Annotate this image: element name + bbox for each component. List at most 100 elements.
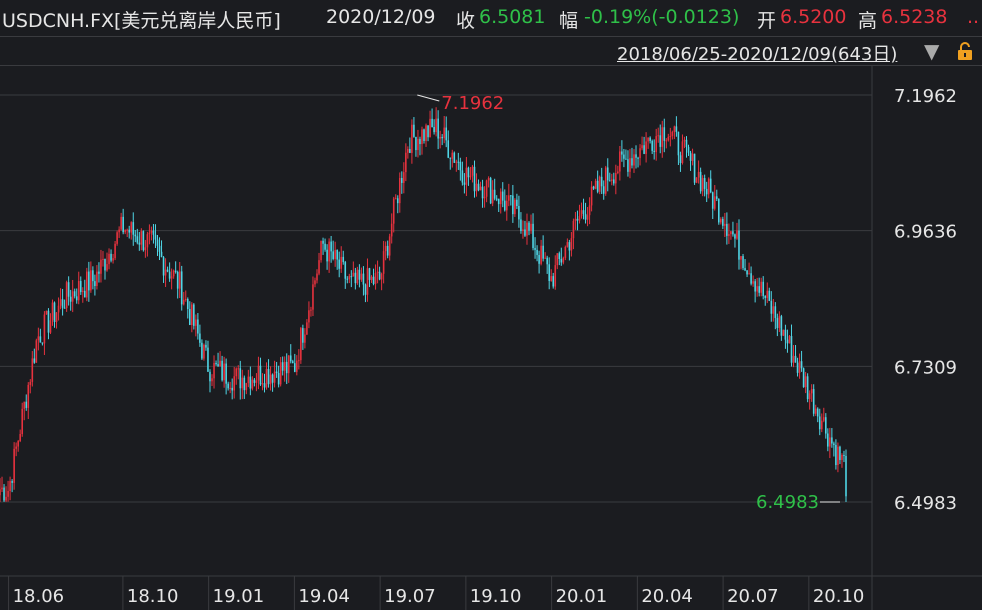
candle-body — [168, 271, 171, 279]
candle-body — [332, 251, 334, 259]
candle-body — [772, 306, 775, 314]
date-range-selector[interactable]: 2018/06/25-2020/12/09(643日) — [617, 44, 898, 65]
candle-body — [564, 246, 567, 258]
candle-body — [92, 270, 94, 282]
candle-body — [429, 118, 431, 138]
close-value: 6.5081 — [479, 6, 546, 28]
candle-body — [380, 273, 383, 280]
candle-body — [374, 273, 377, 284]
candle-body — [524, 229, 526, 236]
candle-body — [178, 271, 181, 289]
candle-body — [792, 355, 795, 363]
candle-body — [360, 273, 363, 280]
candle-body — [451, 152, 454, 159]
candle-body — [661, 127, 664, 147]
candle-body — [717, 198, 720, 223]
candle-body — [495, 198, 498, 200]
candle-body — [386, 245, 389, 256]
more-indicator[interactable]: .. — [967, 6, 980, 28]
candle-body — [5, 496, 7, 501]
candle-body — [538, 254, 540, 264]
candle-body — [94, 281, 96, 287]
open-label: 开 — [757, 10, 777, 32]
candle-body — [116, 232, 118, 244]
candle-body — [134, 234, 137, 237]
candle-body — [411, 124, 413, 153]
y-axis: 7.1962 6.9636 6.7309 6.4983 — [894, 86, 957, 514]
candle-body — [316, 273, 318, 281]
candle-body — [647, 137, 649, 142]
candle-body — [421, 129, 423, 145]
y-tick-label: 6.9636 — [894, 222, 957, 243]
candle-body — [526, 222, 528, 236]
candle-body — [106, 264, 108, 271]
candle-body — [469, 175, 472, 178]
candle-body — [726, 223, 728, 236]
candle-body — [235, 368, 238, 377]
candle-body — [281, 362, 284, 371]
candle-body — [403, 172, 405, 183]
candle-body — [251, 379, 254, 389]
candle-body — [570, 238, 573, 251]
candle-body — [59, 299, 62, 306]
dropdown-arrow-icon[interactable]: ▼ — [924, 39, 940, 63]
candle-body — [366, 268, 369, 295]
candle-body — [162, 257, 165, 276]
candle-body — [334, 249, 336, 259]
candle-body — [37, 336, 40, 341]
candle-body — [499, 191, 502, 205]
candle-body — [831, 437, 833, 444]
candle-body — [409, 149, 411, 153]
range-bar: 2018/06/25-2020/12/09(643日) ▼ — [0, 37, 982, 66]
candle-body — [536, 249, 538, 255]
candle-body — [732, 231, 734, 235]
candle-body — [322, 240, 324, 244]
candle-body — [540, 245, 542, 264]
candle-body — [13, 448, 15, 483]
candle-body — [326, 249, 328, 262]
candle-body — [102, 259, 104, 261]
candle-body — [330, 241, 332, 252]
lock-icon[interactable] — [955, 41, 975, 61]
candle-body — [588, 205, 591, 216]
candle-body — [130, 222, 133, 233]
candle-body — [340, 256, 343, 269]
candle-body — [291, 361, 294, 364]
symbol-title[interactable]: USDCNH.FX[美元兑离岸人民币] — [2, 10, 281, 32]
candle-body — [808, 393, 811, 400]
candle-body — [217, 364, 219, 367]
candle-body — [516, 199, 518, 206]
candle-body — [259, 365, 262, 385]
candle-body — [770, 300, 773, 314]
candle-body — [835, 444, 837, 466]
candle-body — [600, 176, 603, 187]
grid-lines — [0, 66, 982, 610]
candle-body — [615, 172, 617, 184]
candle-body — [118, 229, 120, 233]
candle-body — [277, 372, 280, 385]
candle-body — [328, 241, 330, 262]
candle-body — [25, 401, 28, 408]
candle-body — [67, 282, 70, 297]
candle-body — [673, 126, 676, 132]
candle-body — [356, 269, 359, 284]
candle-body — [390, 223, 393, 237]
candle-body — [191, 304, 193, 326]
candle-body — [459, 161, 462, 171]
max-label: 7.1962 — [441, 93, 504, 114]
open-value: 6.5200 — [780, 6, 847, 28]
candle-body — [160, 251, 163, 258]
candle-body — [546, 257, 548, 265]
candle-body — [467, 167, 470, 178]
candle-body — [841, 454, 843, 461]
candle-body — [685, 139, 688, 147]
candle-body — [128, 229, 131, 233]
price-chart[interactable]: 7.1962 6.9636 6.7309 6.4983 18.06 18.10 19.01… — [0, 66, 982, 610]
candle-body — [124, 230, 126, 233]
max-arrow — [417, 94, 440, 102]
candle-body — [687, 146, 690, 153]
candle-body — [738, 230, 740, 260]
candle-body — [364, 284, 367, 295]
candle-body — [144, 247, 147, 251]
candle-body — [427, 125, 429, 138]
